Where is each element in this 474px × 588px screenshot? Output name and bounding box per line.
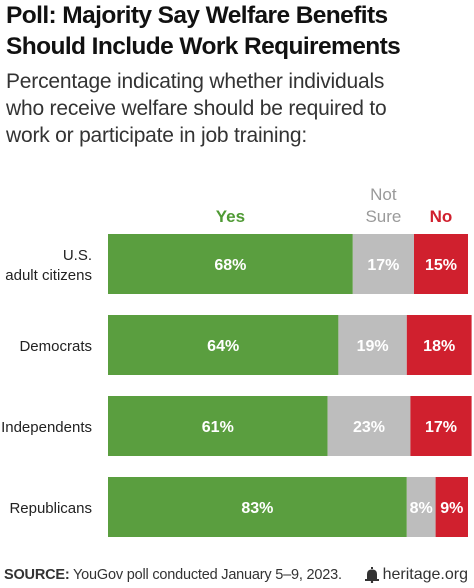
bar-no xyxy=(406,315,472,375)
bar-not-sure xyxy=(352,234,414,294)
bar-no xyxy=(410,396,472,456)
category-label-line-2: adult citizens xyxy=(5,267,92,284)
data-label-no: 17% xyxy=(425,419,457,436)
source-text: YouGov poll conducted January 5–9, 2023. xyxy=(69,567,342,583)
source-label: SOURCE: xyxy=(4,567,70,583)
category-label-line-1: U.S. xyxy=(63,247,92,264)
title-line-1: Poll: Majority Say Welfare Benefits xyxy=(6,2,388,29)
bar-not-sure xyxy=(406,477,436,537)
bar-yes xyxy=(108,477,407,537)
legend-not-sure-line-2: Sure xyxy=(365,207,401,226)
data-label-not-sure: 23% xyxy=(353,419,385,436)
stacked-bar-chart: Yes Not Sure No U.S. adult citizens 68% 17% 15% D… xyxy=(1,185,472,537)
bar-no xyxy=(435,477,468,537)
chart-subtitle: Percentage indicating whether individual… xyxy=(6,68,472,149)
data-label-no: 9% xyxy=(440,500,463,517)
subtitle-line-3: work or participate in job training: xyxy=(6,124,307,147)
bar-yes xyxy=(108,234,353,294)
data-label-not-sure: 8% xyxy=(410,500,433,517)
brand-text[interactable]: heritage.org xyxy=(382,566,468,583)
title-line-2: Should Include Work Requirements xyxy=(6,33,401,60)
data-label-no: 15% xyxy=(425,257,457,274)
legend-yes: Yes xyxy=(216,207,245,226)
data-label-not-sure: 17% xyxy=(367,257,399,274)
bar-not-sure xyxy=(338,315,407,375)
category-label: Republicans xyxy=(9,500,92,517)
source-note: SOURCE: YouGov poll conducted January 5–… xyxy=(4,567,342,583)
category-label: Democrats xyxy=(19,338,92,355)
category-label: Independents xyxy=(1,419,92,436)
data-label-not-sure: 19% xyxy=(357,338,389,355)
bar-yes xyxy=(108,315,339,375)
data-label-yes: 61% xyxy=(202,419,234,436)
data-label-yes: 68% xyxy=(214,257,246,274)
data-label-no: 18% xyxy=(423,338,455,355)
data-label-yes: 64% xyxy=(207,338,239,355)
legend-not-sure-line-1: Not xyxy=(370,185,397,204)
data-label-yes: 83% xyxy=(241,500,273,517)
bell-icon xyxy=(364,567,379,583)
brand-footer[interactable]: heritage.org xyxy=(364,566,468,584)
subtitle-line-1: Percentage indicating whether individual… xyxy=(6,70,385,93)
subtitle-line-2: who receive welfare should be required t… xyxy=(6,97,387,120)
bar-yes xyxy=(108,396,328,456)
bar-no xyxy=(414,234,468,294)
legend-no: No xyxy=(430,207,453,226)
bar-not-sure xyxy=(327,396,411,456)
chart-title: Poll: Majority Say Welfare Benefits Shou… xyxy=(6,0,472,62)
